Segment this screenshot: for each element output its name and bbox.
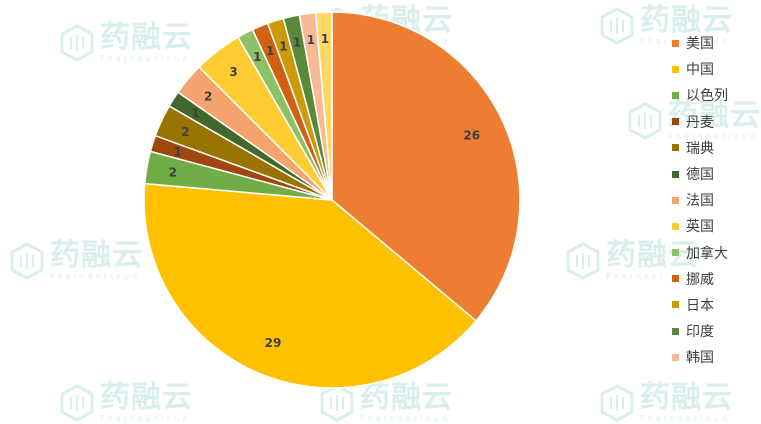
legend-label: 日本: [686, 297, 714, 314]
legend-swatch: [672, 170, 679, 178]
watermark-sub-text: Pharnexcloud: [640, 414, 731, 423]
data-label: 1: [253, 50, 261, 64]
legend-item: 挪威: [672, 266, 728, 292]
legend-swatch: [672, 118, 679, 126]
legend-item: 英国: [672, 213, 728, 239]
data-label: 2: [169, 165, 177, 179]
watermark-sub-text: Pharnexcloud: [100, 414, 191, 423]
legend-label: 英国: [686, 219, 714, 236]
legend-swatch: [672, 353, 679, 361]
legend-label: 德国: [686, 167, 714, 184]
legend-swatch: [672, 39, 679, 47]
data-label: 3: [229, 65, 237, 79]
legend-item: 韩国: [672, 344, 728, 370]
legend-label: 美国: [686, 36, 714, 53]
legend-swatch: [672, 222, 679, 230]
legend-swatch: [672, 196, 679, 204]
data-label: 1: [279, 39, 287, 53]
legend-item: 加拿大: [672, 240, 728, 266]
legend-label: 印度: [686, 324, 714, 341]
legend-label: 韩国: [686, 350, 714, 367]
legend-item: 日本: [672, 292, 728, 318]
data-label: 1: [174, 145, 182, 159]
pie-chart: 药融云Pharnexcloud药融云Pharnexcloud药融云Pharnex…: [10, 5, 760, 423]
legend-swatch: [672, 301, 679, 309]
data-label: 1: [321, 32, 329, 46]
legend-swatch: [672, 275, 679, 283]
legend-label: 加拿大: [686, 245, 728, 262]
legend-item: 瑞典: [672, 135, 728, 161]
pie-slice: [331, 11, 521, 322]
legend-swatch: [672, 327, 679, 335]
chart-legend: 美国中国以色列丹麦瑞典德国法国英国加拿大挪威日本印度韩国: [672, 30, 728, 370]
legend-item: 以色列: [672, 82, 728, 108]
data-label: 2: [181, 125, 189, 139]
legend-label: 挪威: [686, 271, 714, 288]
data-label: 26: [463, 128, 480, 142]
legend-item: 法国: [672, 187, 728, 213]
legend-label: 丹麦: [686, 114, 714, 131]
data-label: 1: [191, 107, 199, 121]
data-label: 1: [266, 44, 274, 58]
legend-item: 美国: [672, 30, 728, 56]
data-label: 1: [307, 33, 315, 47]
legend-label: 瑞典: [686, 140, 714, 157]
legend-item: 德国: [672, 161, 728, 187]
data-label: 29: [265, 336, 282, 350]
pie-slice: [314, 11, 333, 201]
legend-swatch: [672, 249, 679, 257]
watermark-sub-text: Pharnexcloud: [360, 414, 451, 423]
pie-slice: [143, 182, 478, 389]
data-label: 2: [204, 90, 212, 104]
legend-label: 法国: [686, 193, 714, 210]
legend-label: 中国: [686, 62, 714, 79]
data-label: 1: [293, 36, 301, 50]
legend-label: 以色列: [686, 88, 728, 105]
legend-swatch: [672, 65, 679, 73]
legend-item: 中国: [672, 56, 728, 82]
legend-swatch: [672, 144, 679, 152]
legend-item: 丹麦: [672, 109, 728, 135]
legend-swatch: [672, 91, 679, 99]
legend-item: 印度: [672, 318, 728, 344]
